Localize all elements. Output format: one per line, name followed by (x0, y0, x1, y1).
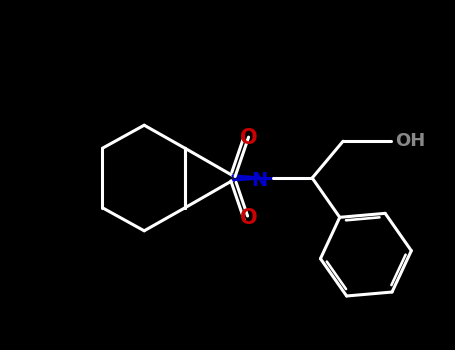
Text: O: O (240, 128, 257, 148)
Text: OH: OH (395, 132, 425, 150)
Text: O: O (240, 208, 257, 228)
Text: N: N (251, 170, 268, 189)
